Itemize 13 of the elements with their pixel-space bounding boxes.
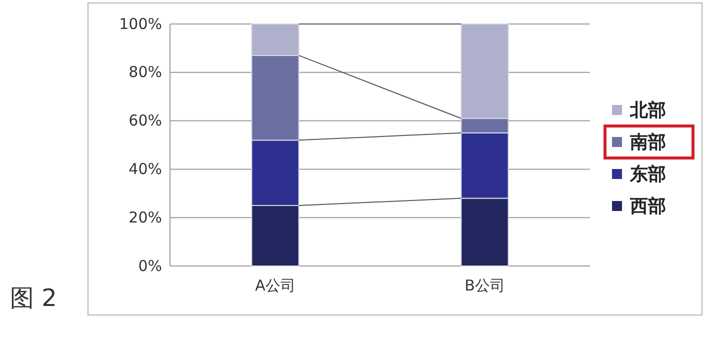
y-tick-label: 0%	[138, 256, 162, 275]
y-tick-label: 20%	[128, 208, 162, 226]
y-tick-label: 60%	[128, 112, 162, 130]
y-tick-label: 80%	[128, 63, 162, 82]
y-tick-label: 40%	[128, 160, 162, 178]
legend-label: 东部	[629, 164, 666, 185]
y-tick-label: 100%	[119, 14, 162, 33]
legend-label: 北部	[629, 100, 666, 121]
x-tick-label: B公司	[464, 276, 505, 295]
legend-label: 西部	[629, 196, 666, 217]
x-tick-label: A公司	[255, 276, 296, 295]
caption: 图 2	[10, 284, 57, 312]
legend-label: 南部	[629, 132, 666, 153]
